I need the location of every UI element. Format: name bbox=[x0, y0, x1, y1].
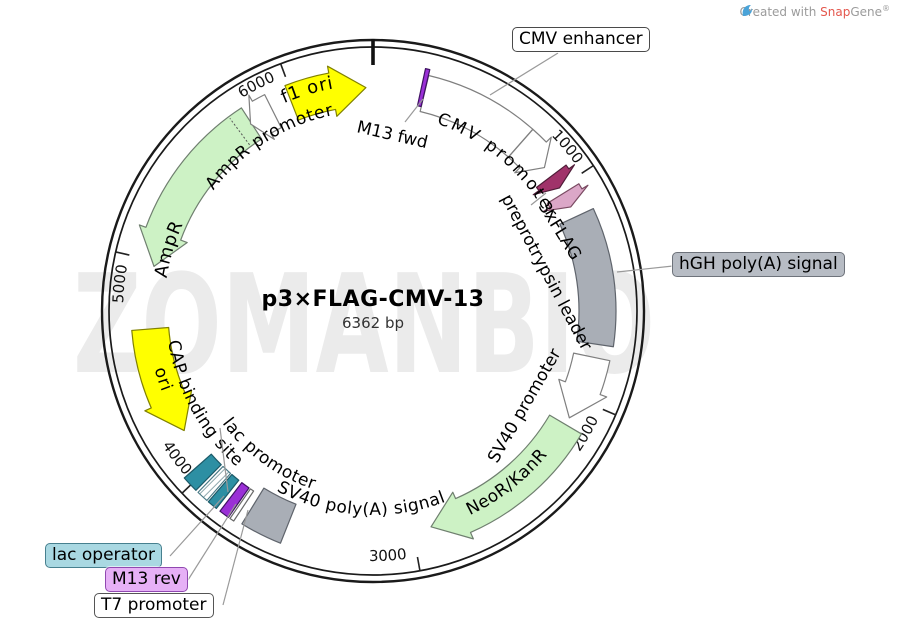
plasmid-name: p3×FLAG-CMV-13 bbox=[261, 287, 485, 312]
callout-lac-operator: lac operator bbox=[45, 543, 163, 568]
feature-lac-operator bbox=[207, 473, 240, 510]
tick-1000 bbox=[581, 164, 594, 174]
feature-arcs bbox=[131, 65, 617, 544]
t7-promoter-line bbox=[222, 509, 249, 606]
feature-ampr-promoter bbox=[248, 94, 282, 140]
feature-cap-binding-site bbox=[183, 453, 222, 491]
snapgene-logo-icon bbox=[742, 5, 752, 16]
feature-ampr bbox=[138, 107, 263, 267]
feature-label-m13-fwd: M13 fwd bbox=[355, 117, 430, 153]
callout-m13-rev: M13 rev bbox=[105, 567, 188, 592]
feature-neor-kanr bbox=[430, 414, 583, 540]
feature-t7-promoter bbox=[229, 488, 255, 522]
callout-lines bbox=[169, 52, 674, 606]
feature-preprotrypsin-leader bbox=[543, 183, 589, 212]
tick-3000 bbox=[416, 556, 421, 571]
plasmid-size: 6362 bp bbox=[342, 314, 404, 332]
tick-label-3000: 3000 bbox=[369, 545, 408, 565]
lac-promoter-line bbox=[219, 427, 229, 493]
callout-t7-promoter: T7 promoter bbox=[94, 593, 214, 618]
hgh-polya-line bbox=[616, 265, 674, 273]
tick-6000 bbox=[279, 63, 287, 78]
callout-cmv-enhancer: CMV enhancer bbox=[512, 27, 650, 52]
m13-rev-line bbox=[187, 503, 237, 581]
lac-operator-line bbox=[169, 495, 225, 557]
snapgene-credit: Created with SnapGene® bbox=[740, 4, 890, 19]
feature-divider-ampr bbox=[229, 118, 250, 146]
cmv-enhancer-line bbox=[489, 52, 559, 96]
feature-sv40-promoter bbox=[558, 352, 611, 419]
feature-3xflag bbox=[532, 164, 576, 196]
feature-f1-ori bbox=[284, 65, 367, 121]
credit-text: Created with SnapGene® bbox=[739, 4, 890, 19]
feature-lac-promoter bbox=[197, 465, 232, 502]
tick-5000 bbox=[115, 251, 130, 256]
plasmid-title-block: p3×FLAG-CMV-13 6362 bp bbox=[223, 287, 523, 332]
feature-m13-rev bbox=[219, 481, 250, 518]
tick-2000 bbox=[602, 408, 617, 416]
callout-hgh-polya-signal: hGH poly(A) signal bbox=[672, 252, 845, 277]
m13-fwd-line bbox=[404, 98, 424, 123]
3xflag-line bbox=[530, 192, 547, 206]
feature-cmv-promoter bbox=[507, 128, 552, 174]
credit-brand-gene: Gene bbox=[850, 5, 882, 19]
feature-ori bbox=[131, 326, 193, 432]
credit-reg-mark: ® bbox=[882, 4, 890, 13]
feature-sv40-poly-a-signal bbox=[241, 487, 297, 544]
feature-hgh-poly-a-signal bbox=[559, 207, 617, 348]
credit-brand-snap: Snap bbox=[820, 5, 851, 19]
